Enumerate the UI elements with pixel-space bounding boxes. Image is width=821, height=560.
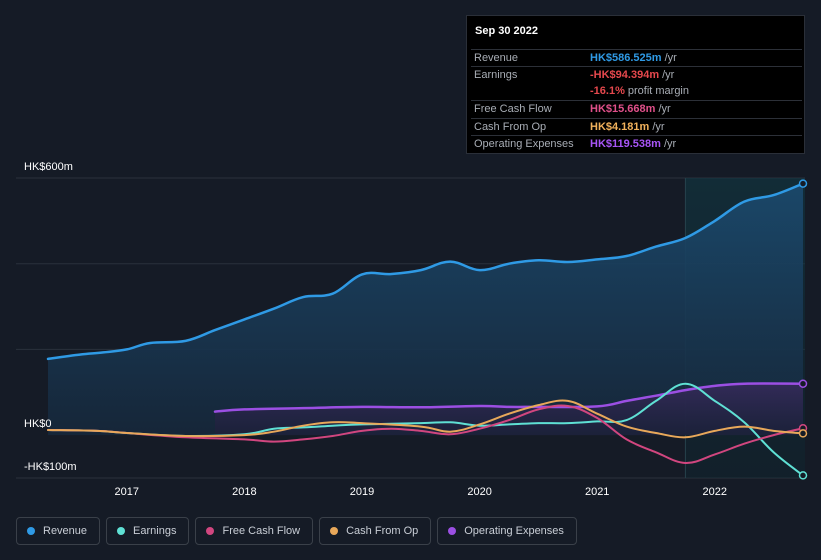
x-tick-label: 2019 <box>350 486 374 498</box>
legend-label: Revenue <box>43 525 88 537</box>
operating-expenses-end-marker <box>798 379 808 388</box>
tooltip-unit-text: profit margin <box>627 85 689 97</box>
tooltip-unit-text: /yr <box>652 121 665 133</box>
y-tick-label: HK$0 <box>24 418 52 430</box>
tooltip-row-value: HK$15.668m/yr <box>590 103 671 115</box>
legend-dot-icon <box>27 527 35 535</box>
cash-from-op-end-marker <box>798 429 808 438</box>
tooltip-unit-text: /yr <box>658 103 671 115</box>
legend-label: Earnings <box>133 525 177 537</box>
revenue-end-marker <box>798 179 808 188</box>
tooltip-value-text: HK$586.525m <box>590 52 662 64</box>
revenue-area <box>48 183 803 436</box>
legend-item-free-cash-flow[interactable]: Free Cash Flow <box>195 517 314 545</box>
tooltip-value-text: -16.1% <box>590 85 625 97</box>
tooltip-row: -16.1% profit margin <box>471 83 802 100</box>
legend-label: Cash From Op <box>346 525 419 537</box>
tooltip-row-label: Earnings <box>474 69 518 81</box>
tooltip-row-label: Cash From Op <box>474 121 547 133</box>
earnings-end-marker <box>798 471 808 480</box>
tooltip-row-label: Revenue <box>474 52 519 64</box>
tooltip-row-label: Free Cash Flow <box>474 103 552 115</box>
y-tick-label: HK$600m <box>24 161 73 173</box>
tooltip-row: Earnings -HK$94.394m/yr <box>471 66 802 84</box>
legend-label: Free Cash Flow <box>222 525 301 537</box>
x-tick-label: 2020 <box>467 486 491 498</box>
series-end-markers <box>798 179 808 480</box>
x-axis: 2017 2018 2019 2020 2021 2022 <box>115 486 727 498</box>
tooltip-row: Revenue HK$586.525m/yr <box>471 49 802 67</box>
legend: Revenue Earnings Free Cash Flow Cash From O… <box>16 517 577 545</box>
tooltip-value-text: HK$4.181m <box>590 121 650 133</box>
legend-item-revenue[interactable]: Revenue <box>16 517 101 545</box>
tooltip-unit-text: /yr <box>664 52 677 64</box>
tooltip-row-label: Operating Expenses <box>474 138 574 150</box>
x-tick-label: 2022 <box>703 486 727 498</box>
tooltip-value-text: HK$15.668m <box>590 103 656 115</box>
y-axis: HK$600m HK$0 -HK$100m <box>24 161 77 473</box>
x-tick-label: 2018 <box>232 486 256 498</box>
tooltip-row-value: -HK$94.394m/yr <box>590 69 674 81</box>
free-cash-flow-line <box>47 404 804 465</box>
tooltip-row: Free Cash Flow HK$15.668m/yr <box>471 100 802 118</box>
legend-item-operating-expenses[interactable]: Operating Expenses <box>437 517 577 545</box>
legend-dot-icon <box>448 527 457 535</box>
tooltip-date: Sep 30 2022 <box>475 25 538 37</box>
x-tick-label: 2017 <box>115 486 139 498</box>
tooltip-row-value: HK$119.538m/yr <box>590 138 676 150</box>
tooltip: Sep 30 2022 Revenue HK$586.525m/yr Earning… <box>466 15 805 154</box>
legend-item-cash-from-op[interactable]: Cash From Op <box>319 517 432 545</box>
tooltip-row: Operating Expenses HK$119.538m/yr <box>471 135 802 153</box>
tooltip-row: Cash From Op HK$4.181m/yr <box>471 118 802 136</box>
cash-from-op-line <box>47 399 804 439</box>
tooltip-row-value: HK$4.181m/yr <box>590 121 665 133</box>
revenue-line <box>46 182 805 361</box>
y-tick-label: -HK$100m <box>24 461 77 473</box>
legend-item-earnings[interactable]: Earnings <box>106 517 190 545</box>
series-lines <box>46 182 805 477</box>
legend-dot-icon <box>206 527 215 535</box>
legend-dot-icon <box>117 527 126 535</box>
tooltip-row-value: -16.1% profit margin <box>590 85 689 97</box>
x-tick-label: 2021 <box>585 486 609 498</box>
tooltip-unit-text: /yr <box>662 69 675 81</box>
legend-label: Operating Expenses <box>464 525 564 537</box>
operating-expenses-line <box>213 382 805 413</box>
tooltip-value-text: -HK$94.394m <box>590 69 660 81</box>
legend-dot-icon <box>330 527 339 535</box>
tooltip-row-value: HK$586.525m/yr <box>590 52 677 64</box>
tooltip-value-text: HK$119.538m <box>590 138 661 150</box>
tooltip-unit-text: /yr <box>663 138 677 150</box>
